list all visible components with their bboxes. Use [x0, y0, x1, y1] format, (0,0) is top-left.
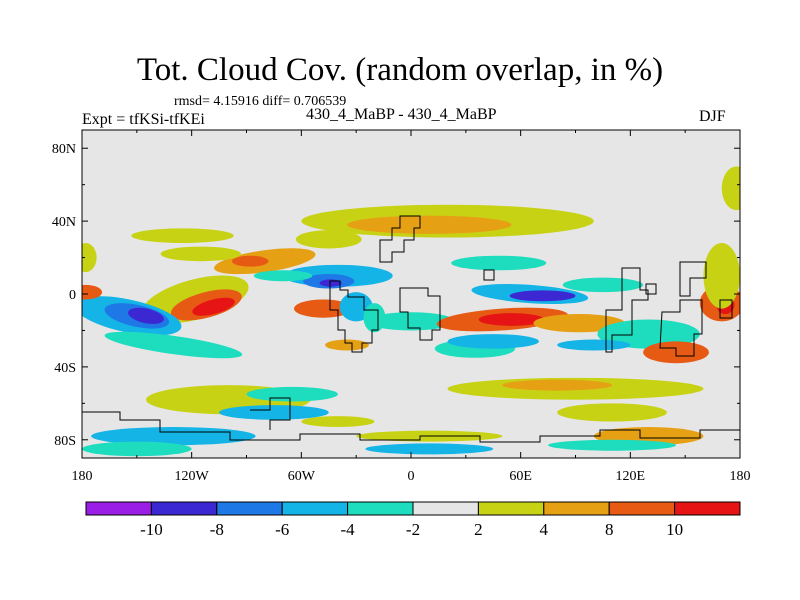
field-patch — [82, 441, 192, 457]
coastline-south-america — [329, 280, 379, 353]
field-patch — [597, 319, 700, 349]
field-patch — [367, 312, 455, 331]
field-patch — [192, 297, 235, 316]
field-patch — [325, 339, 369, 351]
x-tick-label: 60W — [288, 469, 316, 484]
x-tick-label: 120E — [616, 469, 646, 484]
field-patch — [703, 242, 740, 309]
field-patch — [231, 255, 269, 267]
y-axis: 80N 40N 0 40S 80S — [52, 142, 740, 449]
x-tick-label: 60E — [509, 469, 532, 484]
coastline-africa — [399, 287, 441, 341]
field-patch — [82, 242, 97, 273]
field-patch — [253, 270, 313, 282]
field-patch — [478, 313, 545, 326]
x-tick-label: 120W — [175, 469, 210, 484]
colorbar-label: -4 — [341, 520, 356, 539]
coastline-australia — [659, 299, 703, 357]
field-patch — [301, 416, 375, 428]
coastline-antarctic-peninsula — [250, 397, 291, 430]
colorbar-label: 4 — [540, 520, 549, 539]
y-tick-label: 80N — [52, 142, 76, 157]
field-patch — [533, 314, 625, 333]
field-patch — [451, 255, 547, 271]
colorbar-label: -10 — [140, 520, 163, 539]
field-patch — [447, 334, 539, 349]
colorbar-swatch — [281, 501, 349, 516]
x-axis: 180 120W 60W 0 60E 120E 180 — [72, 130, 751, 484]
field-patch — [548, 439, 677, 451]
colorbar-label: -2 — [406, 520, 420, 539]
colorbar-label: -6 — [275, 520, 289, 539]
field-patch — [82, 284, 103, 300]
chart-title: Tot. Cloud Cov. (random overlap, in %) — [136, 52, 664, 88]
colorbar-label: 8 — [605, 520, 614, 539]
field-patch — [562, 277, 644, 293]
field-patch — [365, 443, 494, 455]
y-tick-label: 80S — [54, 434, 76, 449]
field-patch — [721, 166, 740, 211]
coastline-north-america — [379, 215, 421, 263]
x-tick-label: 180 — [730, 469, 751, 484]
y-tick-label: 0 — [69, 288, 76, 303]
field-patch — [347, 215, 512, 234]
colorbar-label: 2 — [474, 520, 483, 539]
plot-area — [82, 130, 740, 458]
colorbar-label: 10 — [666, 520, 683, 539]
field-patch — [246, 386, 338, 402]
colorbar-swatch — [85, 501, 152, 516]
colorbar-swatch — [477, 501, 545, 516]
field-patch — [104, 331, 243, 359]
field-patch — [131, 228, 234, 243]
y-tick-label: 40N — [52, 215, 76, 230]
colorbar-swatch — [543, 501, 610, 516]
colorbar-swatch — [608, 501, 676, 516]
experiment-label: Expt = tfKSi-tfKEi — [82, 111, 205, 128]
colorbar: -10 -8 -6 -4 -2 2 4 8 10 — [85, 501, 741, 539]
coastline-antarctica — [82, 411, 740, 443]
colorbar-swatch — [412, 501, 479, 516]
season-label: DJF — [699, 108, 726, 125]
field-patch — [557, 403, 667, 422]
field-patch — [160, 246, 242, 262]
continent-outlines — [82, 215, 740, 443]
field-patch — [295, 230, 362, 249]
colorbar-swatch — [216, 501, 283, 516]
colorbar-swatch — [150, 501, 218, 516]
coastline-islands — [483, 261, 733, 319]
y-tick-label: 40S — [54, 361, 76, 376]
field-patch — [128, 307, 164, 324]
colorbar-label: -8 — [210, 520, 224, 539]
field-patch — [502, 379, 613, 391]
field-patch — [509, 290, 576, 302]
center-label: 430_4_MaBP - 430_4_MaBP — [306, 106, 497, 123]
stats-label: rmsd= 4.15916 diff= 0.706539 — [174, 94, 347, 109]
field-patch — [219, 405, 329, 420]
colorbar-swatch — [347, 501, 414, 516]
coastline-eurasia — [605, 267, 649, 353]
x-tick-label: 0 — [408, 469, 415, 484]
x-tick-label: 180 — [72, 469, 93, 484]
field-patch — [557, 339, 631, 351]
colorbar-swatch — [674, 501, 741, 516]
